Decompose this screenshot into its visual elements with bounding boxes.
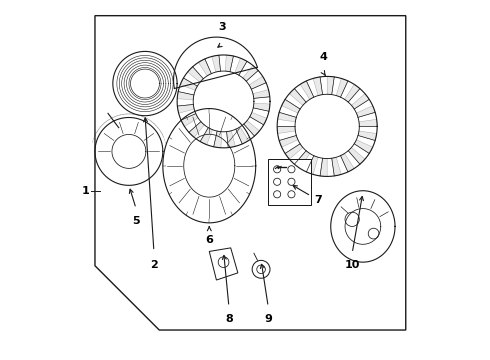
Circle shape xyxy=(273,178,281,185)
Text: 7: 7 xyxy=(315,195,322,204)
Polygon shape xyxy=(235,58,247,75)
Polygon shape xyxy=(358,131,377,140)
Polygon shape xyxy=(268,158,311,205)
Polygon shape xyxy=(290,89,306,105)
Polygon shape xyxy=(300,81,314,99)
Polygon shape xyxy=(95,16,406,330)
Polygon shape xyxy=(332,157,341,176)
Circle shape xyxy=(288,178,295,185)
Polygon shape xyxy=(253,90,270,98)
Polygon shape xyxy=(320,158,327,176)
Polygon shape xyxy=(277,126,295,134)
Polygon shape xyxy=(244,121,260,136)
Polygon shape xyxy=(341,153,354,172)
Polygon shape xyxy=(249,76,266,89)
Circle shape xyxy=(368,228,379,239)
Text: 2: 2 xyxy=(150,260,158,270)
Circle shape xyxy=(252,260,270,278)
Text: 8: 8 xyxy=(225,314,233,324)
Polygon shape xyxy=(243,66,258,81)
Polygon shape xyxy=(327,76,334,95)
Polygon shape xyxy=(200,128,213,145)
Polygon shape xyxy=(189,122,204,138)
Polygon shape xyxy=(226,131,235,148)
Polygon shape xyxy=(344,84,360,102)
Circle shape xyxy=(288,166,295,173)
Circle shape xyxy=(273,191,281,198)
Polygon shape xyxy=(177,91,194,100)
Polygon shape xyxy=(214,131,222,148)
Polygon shape xyxy=(209,248,238,280)
Polygon shape xyxy=(348,148,365,164)
Polygon shape xyxy=(177,104,194,113)
Polygon shape xyxy=(278,112,296,122)
Polygon shape xyxy=(225,55,233,72)
Polygon shape xyxy=(294,151,310,168)
Polygon shape xyxy=(198,59,211,76)
Polygon shape xyxy=(282,99,300,113)
Text: 10: 10 xyxy=(344,260,360,270)
Polygon shape xyxy=(212,55,220,72)
Polygon shape xyxy=(236,127,248,144)
Circle shape xyxy=(288,191,295,198)
Polygon shape xyxy=(306,156,318,174)
Text: 3: 3 xyxy=(218,22,225,32)
Text: 9: 9 xyxy=(264,314,272,324)
Circle shape xyxy=(273,166,281,173)
Polygon shape xyxy=(336,78,348,97)
Text: 4: 4 xyxy=(319,52,327,62)
Polygon shape xyxy=(279,135,298,147)
Text: 6: 6 xyxy=(205,235,213,246)
Text: 5: 5 xyxy=(132,216,140,226)
Polygon shape xyxy=(250,112,267,125)
Circle shape xyxy=(218,257,229,267)
Polygon shape xyxy=(181,114,198,126)
Polygon shape xyxy=(359,119,377,126)
Polygon shape xyxy=(253,103,270,111)
Polygon shape xyxy=(351,94,369,109)
Polygon shape xyxy=(313,77,322,95)
Polygon shape xyxy=(354,140,373,153)
Polygon shape xyxy=(356,105,375,117)
Circle shape xyxy=(257,265,266,274)
Text: 1: 1 xyxy=(82,186,90,196)
Polygon shape xyxy=(285,144,303,159)
Polygon shape xyxy=(180,78,197,90)
Polygon shape xyxy=(188,67,203,82)
Circle shape xyxy=(345,212,359,226)
